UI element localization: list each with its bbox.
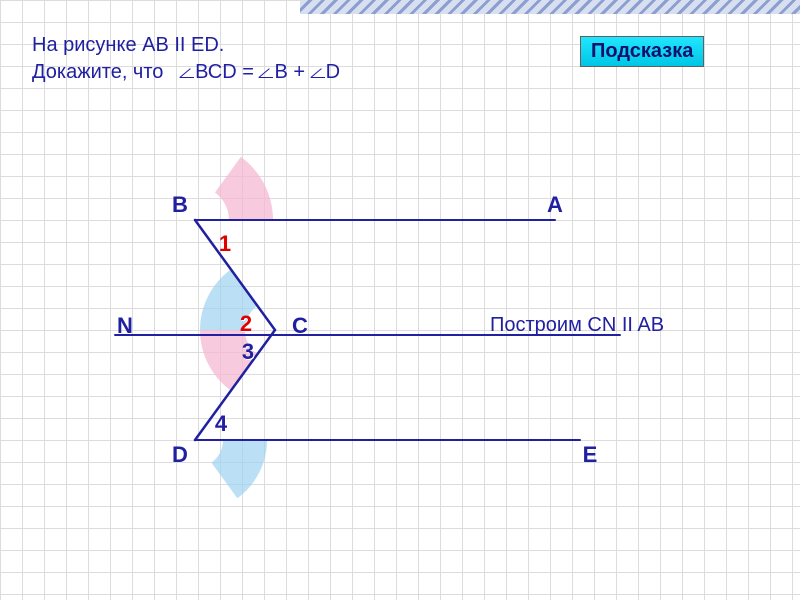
angle-label-2: 2 [240,311,252,337]
point-label-A: А [547,192,563,218]
point-label-C: С [292,313,308,339]
diagram-svg [0,0,800,600]
angle-label-3: 3 [242,339,254,365]
point-label-D: D [172,442,188,468]
construction-hint-text: Построим СN II AB [490,314,664,337]
point-label-B: В [172,192,188,218]
geometry-diagram: А В С D E N 1 23 4 [0,0,800,600]
point-label-E: E [583,442,598,468]
point-label-N: N [117,313,133,339]
angle-label-1: 1 [219,231,231,257]
angle-label-4: 4 [215,411,227,437]
